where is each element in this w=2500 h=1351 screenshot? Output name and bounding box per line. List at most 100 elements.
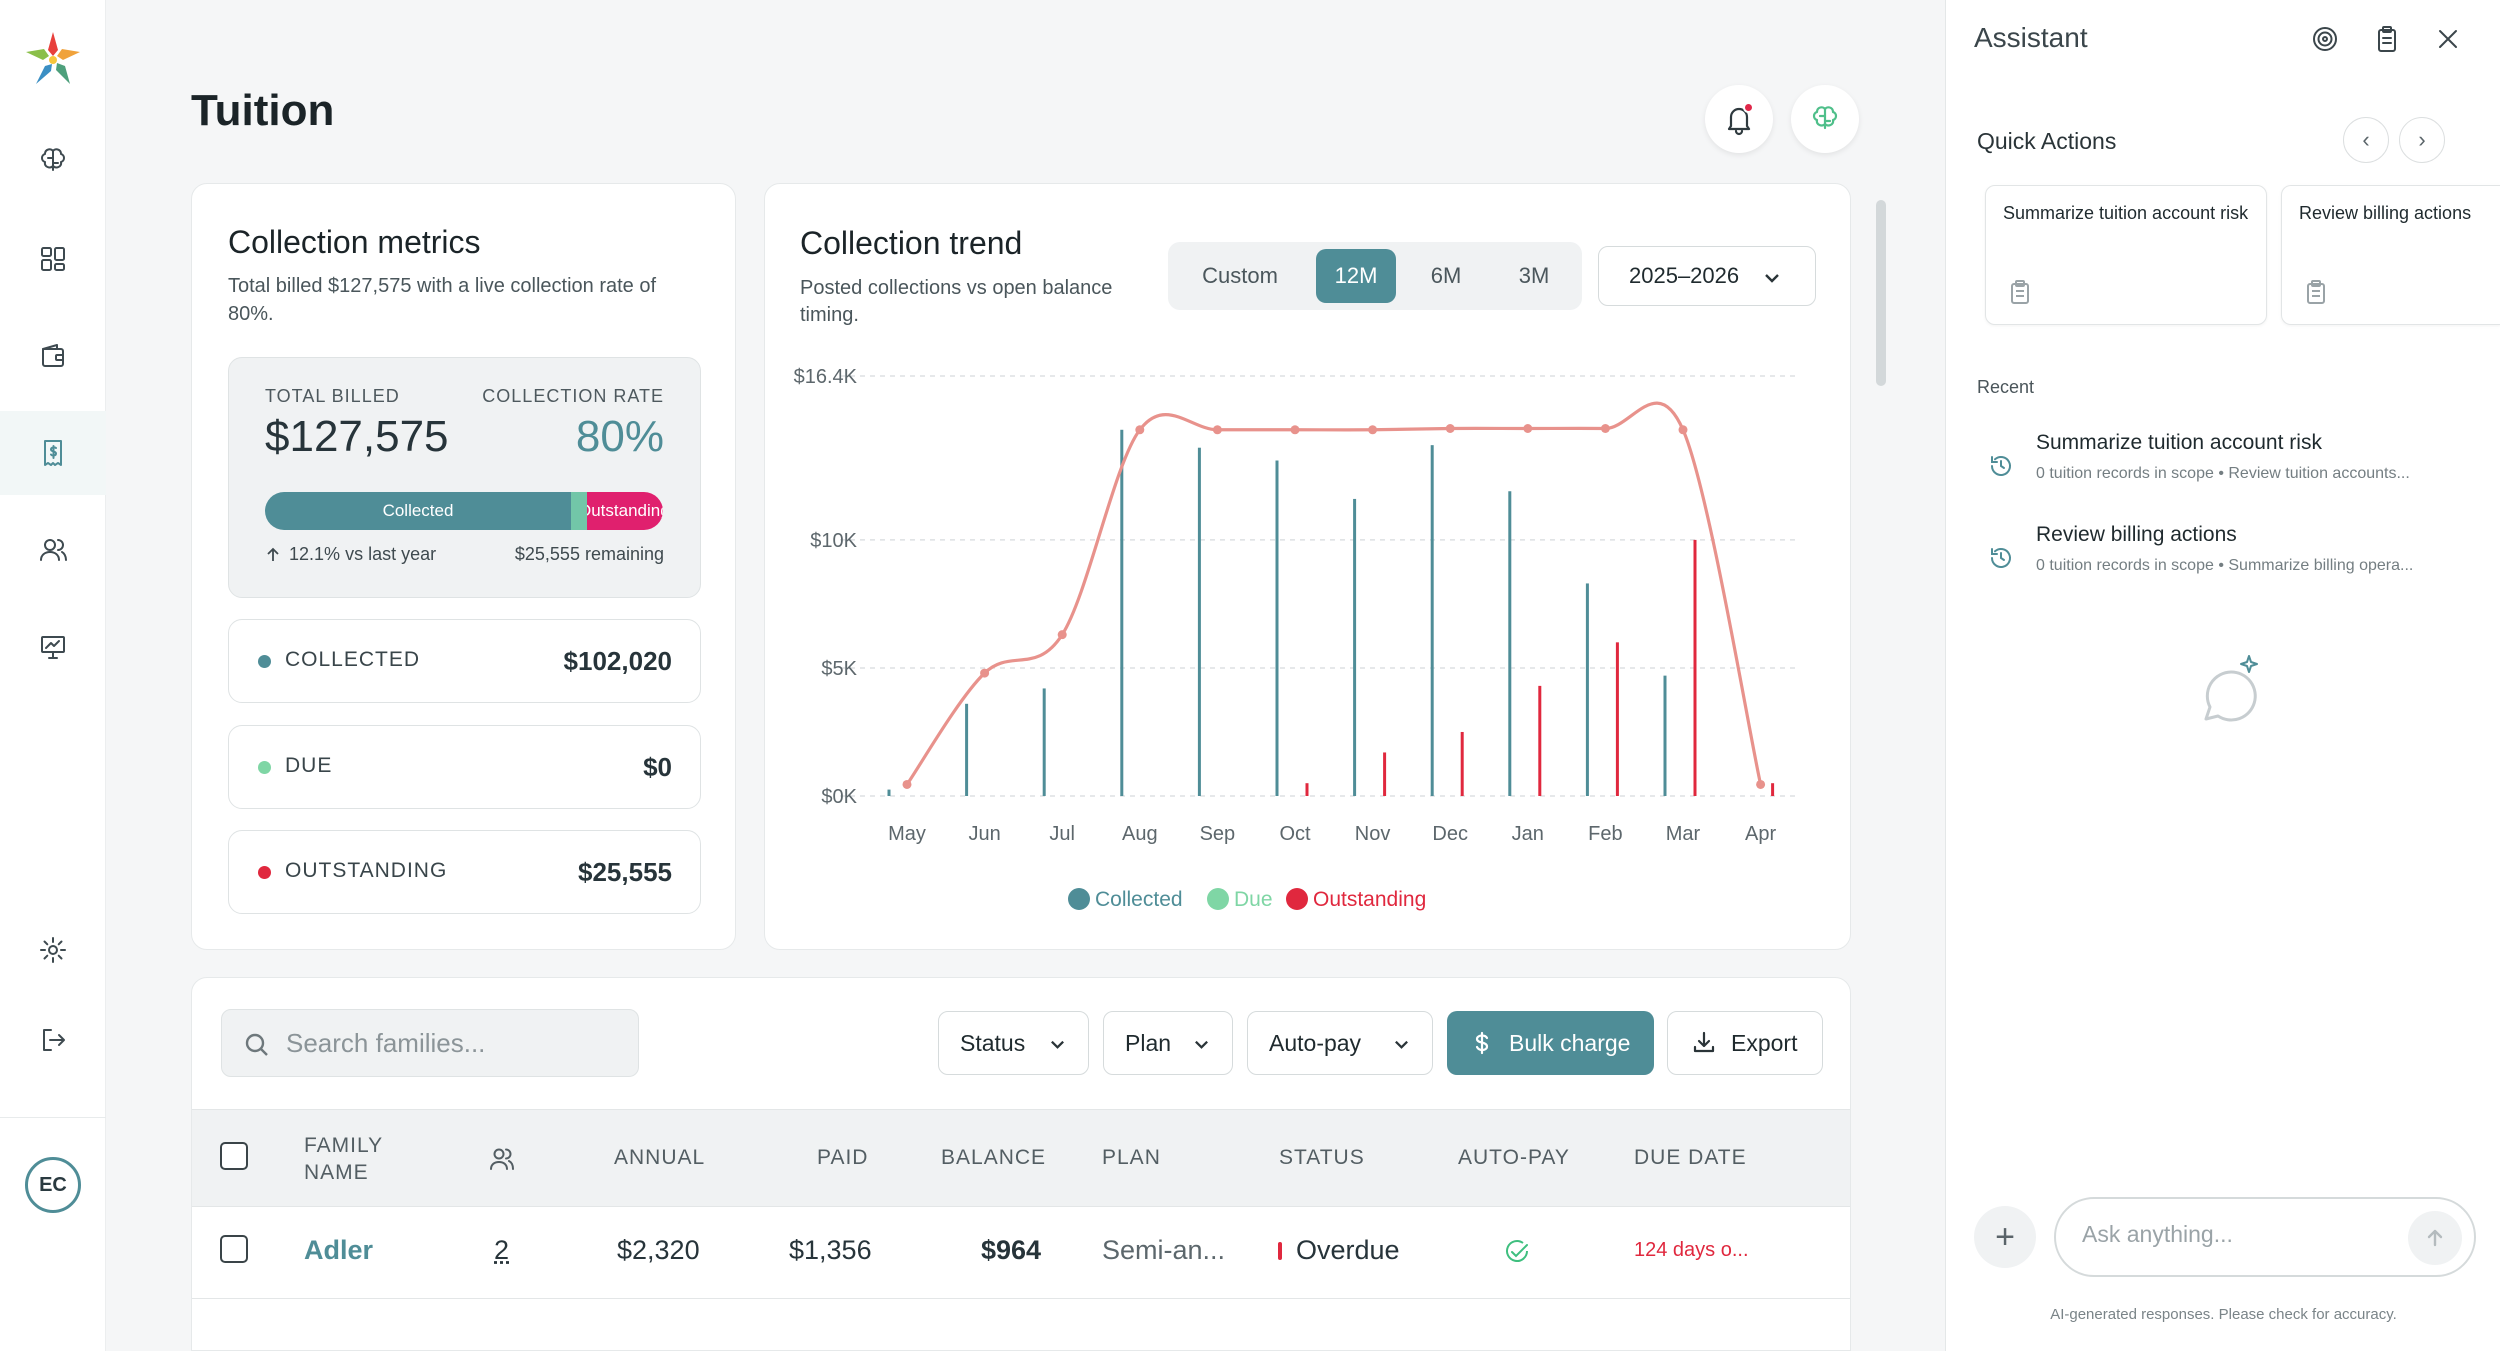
- history-icon: [1991, 548, 2011, 568]
- status-bar: [1278, 1242, 1282, 1260]
- plan-filter[interactable]: Plan: [1103, 1011, 1233, 1075]
- col-family-name[interactable]: FAMILY NAME: [304, 1132, 383, 1186]
- year-value: 2025–2026: [1629, 263, 1740, 288]
- range-custom[interactable]: Custom: [1202, 263, 1278, 288]
- clipboard-icon: [2011, 280, 2029, 304]
- range-12m[interactable]: 12M: [1316, 249, 1396, 303]
- quick-actions-prev-button[interactable]: ‹: [2343, 117, 2389, 163]
- nav-item-users[interactable]: [0, 508, 106, 592]
- col-balance[interactable]: BALANCE: [941, 1146, 1047, 1169]
- total-billed-value: $127,575: [265, 412, 449, 461]
- nav-item-settings[interactable]: [0, 908, 106, 992]
- quick-action-card[interactable]: Summarize tuition account risk: [1985, 185, 2267, 325]
- year-select[interactable]: 2025–2026: [1598, 246, 1816, 306]
- assistant-close-button[interactable]: [2431, 22, 2465, 56]
- nav-item-dashboard[interactable]: [0, 217, 106, 301]
- quick-action-label: Summarize tuition account risk: [2003, 203, 2249, 223]
- family-name-link[interactable]: Adler: [304, 1235, 374, 1265]
- x-tick-label: Nov: [1355, 823, 1391, 845]
- search-input[interactable]: [286, 1027, 616, 1059]
- bar-collected: [1197, 447, 1201, 796]
- avatar[interactable]: EC: [25, 1157, 81, 1213]
- plan-value: Semi-an...: [1102, 1235, 1226, 1265]
- balance-point: [1445, 424, 1455, 433]
- stat-value: $0: [643, 752, 672, 782]
- recent-item-title: Summarize tuition account risk: [2036, 431, 2322, 454]
- row-checkbox[interactable]: [220, 1235, 248, 1263]
- balance-point: [1678, 425, 1688, 435]
- legend-swatch: [1207, 888, 1229, 910]
- ask-input-box[interactable]: [2054, 1197, 2476, 1277]
- status-badge: Overdue: [1296, 1235, 1400, 1265]
- quick-actions-title: Quick Actions: [1977, 128, 2117, 154]
- bar-collected: [965, 703, 969, 796]
- recent-item-subtitle: 0 tuition records in scope • Summarize b…: [2036, 557, 2414, 574]
- progress-outstanding: Outstanding: [587, 492, 663, 530]
- ai-disclaimer: AI-generated responses. Please check for…: [2050, 1306, 2397, 1323]
- range-3m[interactable]: 3M: [1518, 263, 1550, 288]
- balance-point: [1212, 425, 1222, 435]
- attach-button[interactable]: +: [1974, 1206, 2036, 1268]
- app-logo-icon[interactable]: [24, 30, 82, 88]
- assistant-target-button[interactable]: [2308, 22, 2342, 56]
- wallet-icon: [42, 344, 64, 367]
- collected-dot: [258, 655, 271, 668]
- autopay-filter[interactable]: Auto-pay: [1247, 1011, 1433, 1075]
- assistant-clipboard-button[interactable]: [2370, 22, 2404, 56]
- bar-collected: [1275, 460, 1279, 796]
- nav-item-logout[interactable]: [0, 998, 106, 1082]
- chevron-down-icon: [1765, 274, 1779, 283]
- col-annual[interactable]: ANNUAL: [614, 1146, 706, 1169]
- nav-item-tuition[interactable]: [0, 411, 106, 495]
- range-6m[interactable]: 6M: [1430, 263, 1462, 288]
- due-date-value: 124 days o...: [1634, 1239, 1749, 1261]
- ai-brain-button[interactable]: [1791, 85, 1859, 153]
- search-box[interactable]: [221, 1009, 639, 1077]
- col-family-name-line1: FAMILY: [304, 1134, 384, 1157]
- export-label: Export: [1731, 1029, 1798, 1056]
- stat-label: COLLECTED: [285, 648, 421, 671]
- bulk-charge-label: Bulk charge: [1509, 1029, 1631, 1056]
- status-filter[interactable]: Status: [938, 1011, 1089, 1075]
- balance-point: [1290, 425, 1300, 435]
- recent-item[interactable]: Summarize tuition account risk 0 tuition…: [1946, 431, 2500, 507]
- dollar-icon: [1475, 1031, 1489, 1055]
- nav-item-wallet[interactable]: [0, 314, 106, 398]
- nav-item-presentation[interactable]: [0, 605, 106, 689]
- bar-outstanding: [1693, 539, 1697, 796]
- chevron-left-icon: ‹: [2362, 127, 2370, 152]
- col-autopay[interactable]: AUTO-PAY: [1458, 1146, 1570, 1169]
- col-plan[interactable]: PLAN: [1102, 1146, 1161, 1169]
- send-button[interactable]: [2408, 1211, 2462, 1265]
- x-tick-label: Sep: [1200, 823, 1236, 845]
- col-paid[interactable]: PAID: [817, 1146, 869, 1169]
- trend-subtitle-line2: timing.: [800, 304, 859, 326]
- ask-input[interactable]: [2082, 1221, 2382, 1248]
- progress-collected: Collected: [265, 492, 571, 530]
- bar-collected: [1120, 429, 1124, 796]
- assistant-panel: Assistant Quick Actions ‹ › Summarize tu…: [1945, 0, 2500, 1351]
- change-value: 12.1%: [289, 544, 341, 564]
- trend-subtitle-line1: Posted collections vs open balance: [800, 277, 1113, 299]
- arrow-up-icon: [267, 547, 279, 561]
- student-count[interactable]: 2: [494, 1235, 510, 1265]
- col-due-date[interactable]: DUE DATE: [1634, 1146, 1747, 1169]
- filter-label: Auto-pay: [1269, 1029, 1362, 1056]
- x-tick-label: Mar: [1666, 823, 1701, 845]
- quick-action-card[interactable]: Review billing actions: [2281, 185, 2500, 325]
- col-status[interactable]: STATUS: [1279, 1146, 1365, 1169]
- table-row[interactable]: Adler 2 $2,320 $1,356 $964 Semi-an... Ov…: [192, 1207, 1850, 1299]
- bulk-charge-button[interactable]: Bulk charge: [1447, 1011, 1654, 1075]
- export-button[interactable]: Export: [1667, 1011, 1823, 1075]
- nav-item-ai[interactable]: [0, 119, 106, 203]
- main-scrollbar[interactable]: [1876, 200, 1886, 386]
- recent-item[interactable]: Review billing actions 0 tuition records…: [1946, 523, 2500, 599]
- balance-point: [1057, 630, 1067, 640]
- collection-metrics-card: Collection metrics Total billed $127,575…: [191, 183, 736, 950]
- bar-outstanding: [1460, 731, 1464, 796]
- select-all-checkbox[interactable]: [220, 1142, 248, 1170]
- notifications-button[interactable]: [1705, 85, 1773, 153]
- quick-actions-next-button[interactable]: ›: [2399, 117, 2445, 163]
- trend-title: Collection trend: [800, 225, 1023, 261]
- collection-trend-card: Collection trend Posted collections vs o…: [764, 183, 1851, 950]
